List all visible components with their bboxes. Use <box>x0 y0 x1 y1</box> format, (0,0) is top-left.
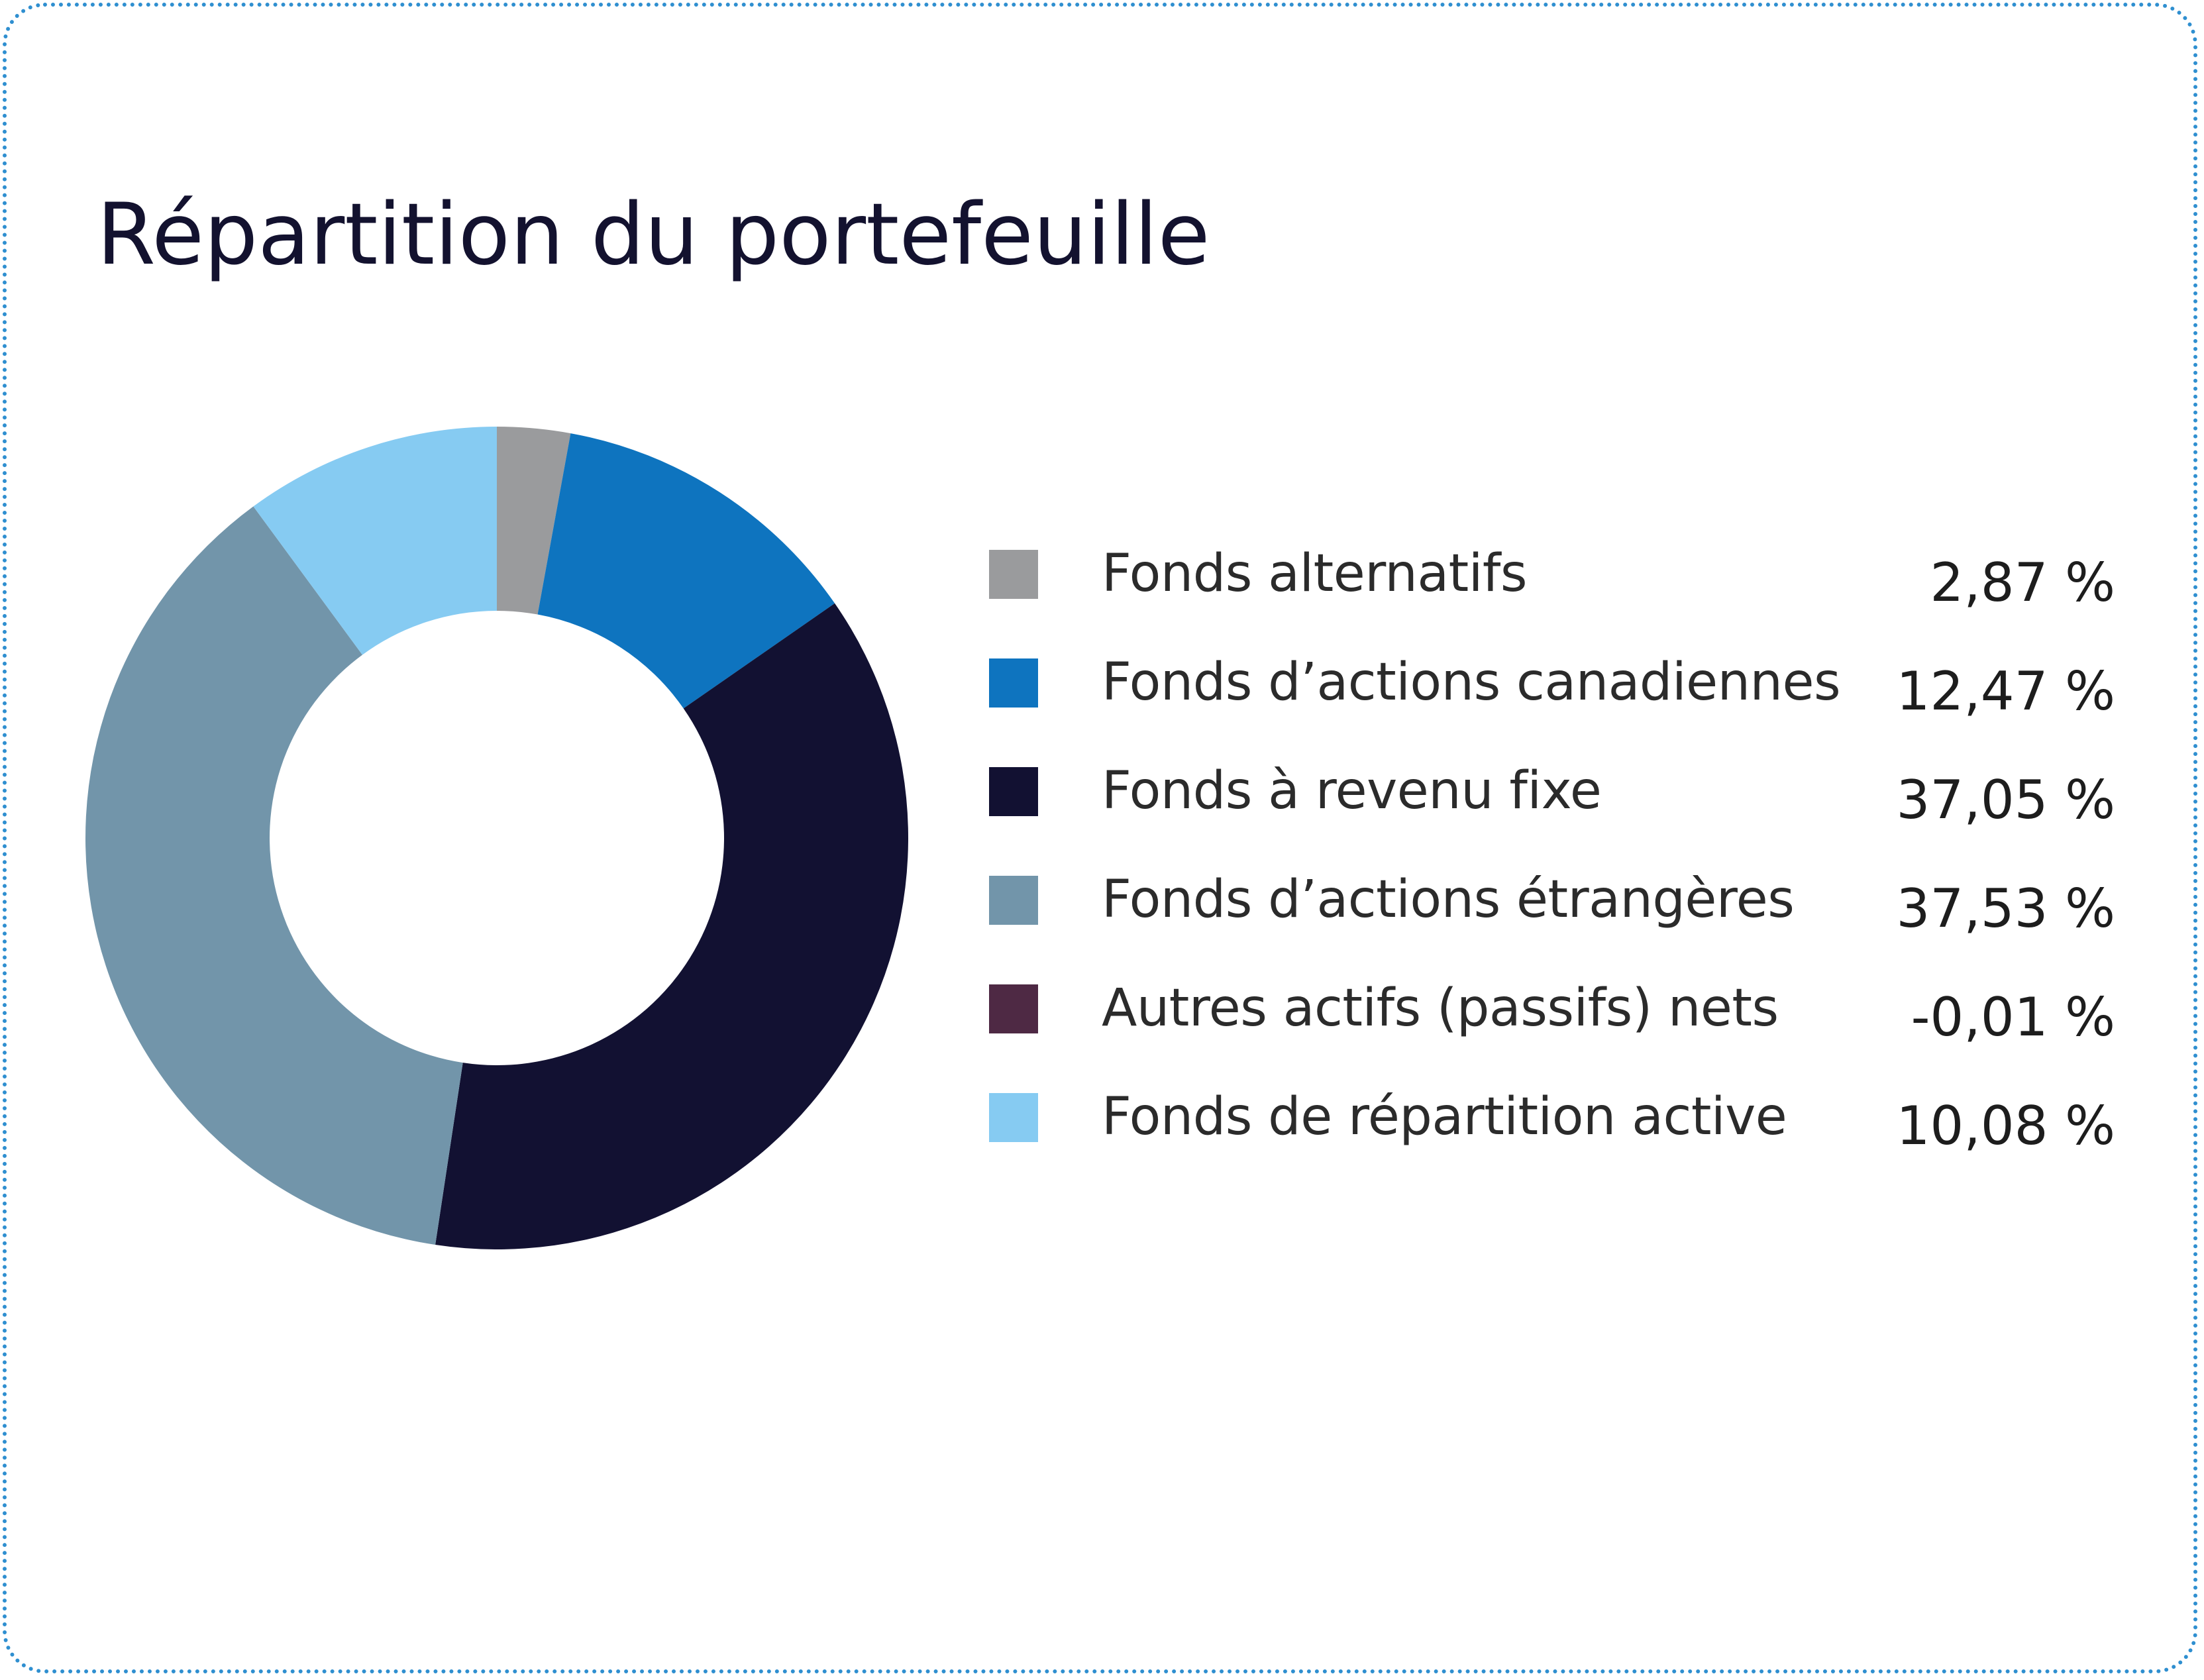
legend-value: 10,08 % <box>1896 1095 2115 1157</box>
donut-slice-3 <box>85 506 463 1245</box>
legend-label: Fonds d’actions étrangères <box>1102 870 1795 929</box>
legend-value: 2,87 % <box>1930 552 2115 613</box>
legend-label: Fonds à revenu fixe <box>1102 761 1602 821</box>
chart-card: Répartition du portefeuille Fonds altern… <box>3 3 2197 1673</box>
chart-legend: Fonds alternatifs 2,87 % Fonds d’actions… <box>989 537 2115 1188</box>
donut-slice-0 <box>497 427 571 615</box>
chart-title: Répartition du portefeuille <box>97 185 1210 284</box>
donut-slice-1 <box>537 433 835 709</box>
legend-item-fonds-actions-canadiennes: Fonds d’actions canadiennes 12,47 % <box>989 645 2115 754</box>
donut-slice-5 <box>253 427 497 655</box>
legend-swatch <box>989 658 1038 708</box>
legend-value: 37,53 % <box>1896 878 2115 939</box>
legend-label: Autres actifs (passifs) nets <box>1102 978 1779 1038</box>
legend-swatch <box>989 550 1038 599</box>
donut-chart <box>85 427 908 1249</box>
legend-value: 12,47 % <box>1896 660 2115 722</box>
legend-swatch <box>989 767 1038 816</box>
legend-item-fonds-actions-etrangeres: Fonds d’actions étrangères 37,53 % <box>989 863 2115 971</box>
legend-swatch <box>989 1093 1038 1142</box>
legend-item-autres-actifs: Autres actifs (passifs) nets -0,01 % <box>989 971 2115 1080</box>
legend-item-fonds-alternatifs: Fonds alternatifs 2,87 % <box>989 537 2115 645</box>
legend-item-fonds-repartition-active: Fonds de répartition active 10,08 % <box>989 1080 2115 1188</box>
legend-swatch <box>989 876 1038 925</box>
legend-value: -0,01 % <box>1911 986 2115 1048</box>
donut-slice-2 <box>435 603 908 1249</box>
legend-item-fonds-revenu-fixe: Fonds à revenu fixe 37,05 % <box>989 754 2115 863</box>
legend-label: Fonds de répartition active <box>1102 1087 1787 1147</box>
legend-label: Fonds alternatifs <box>1102 544 1528 604</box>
legend-swatch <box>989 984 1038 1033</box>
legend-label: Fonds d’actions canadiennes <box>1102 653 1841 712</box>
legend-value: 37,05 % <box>1896 769 2115 831</box>
